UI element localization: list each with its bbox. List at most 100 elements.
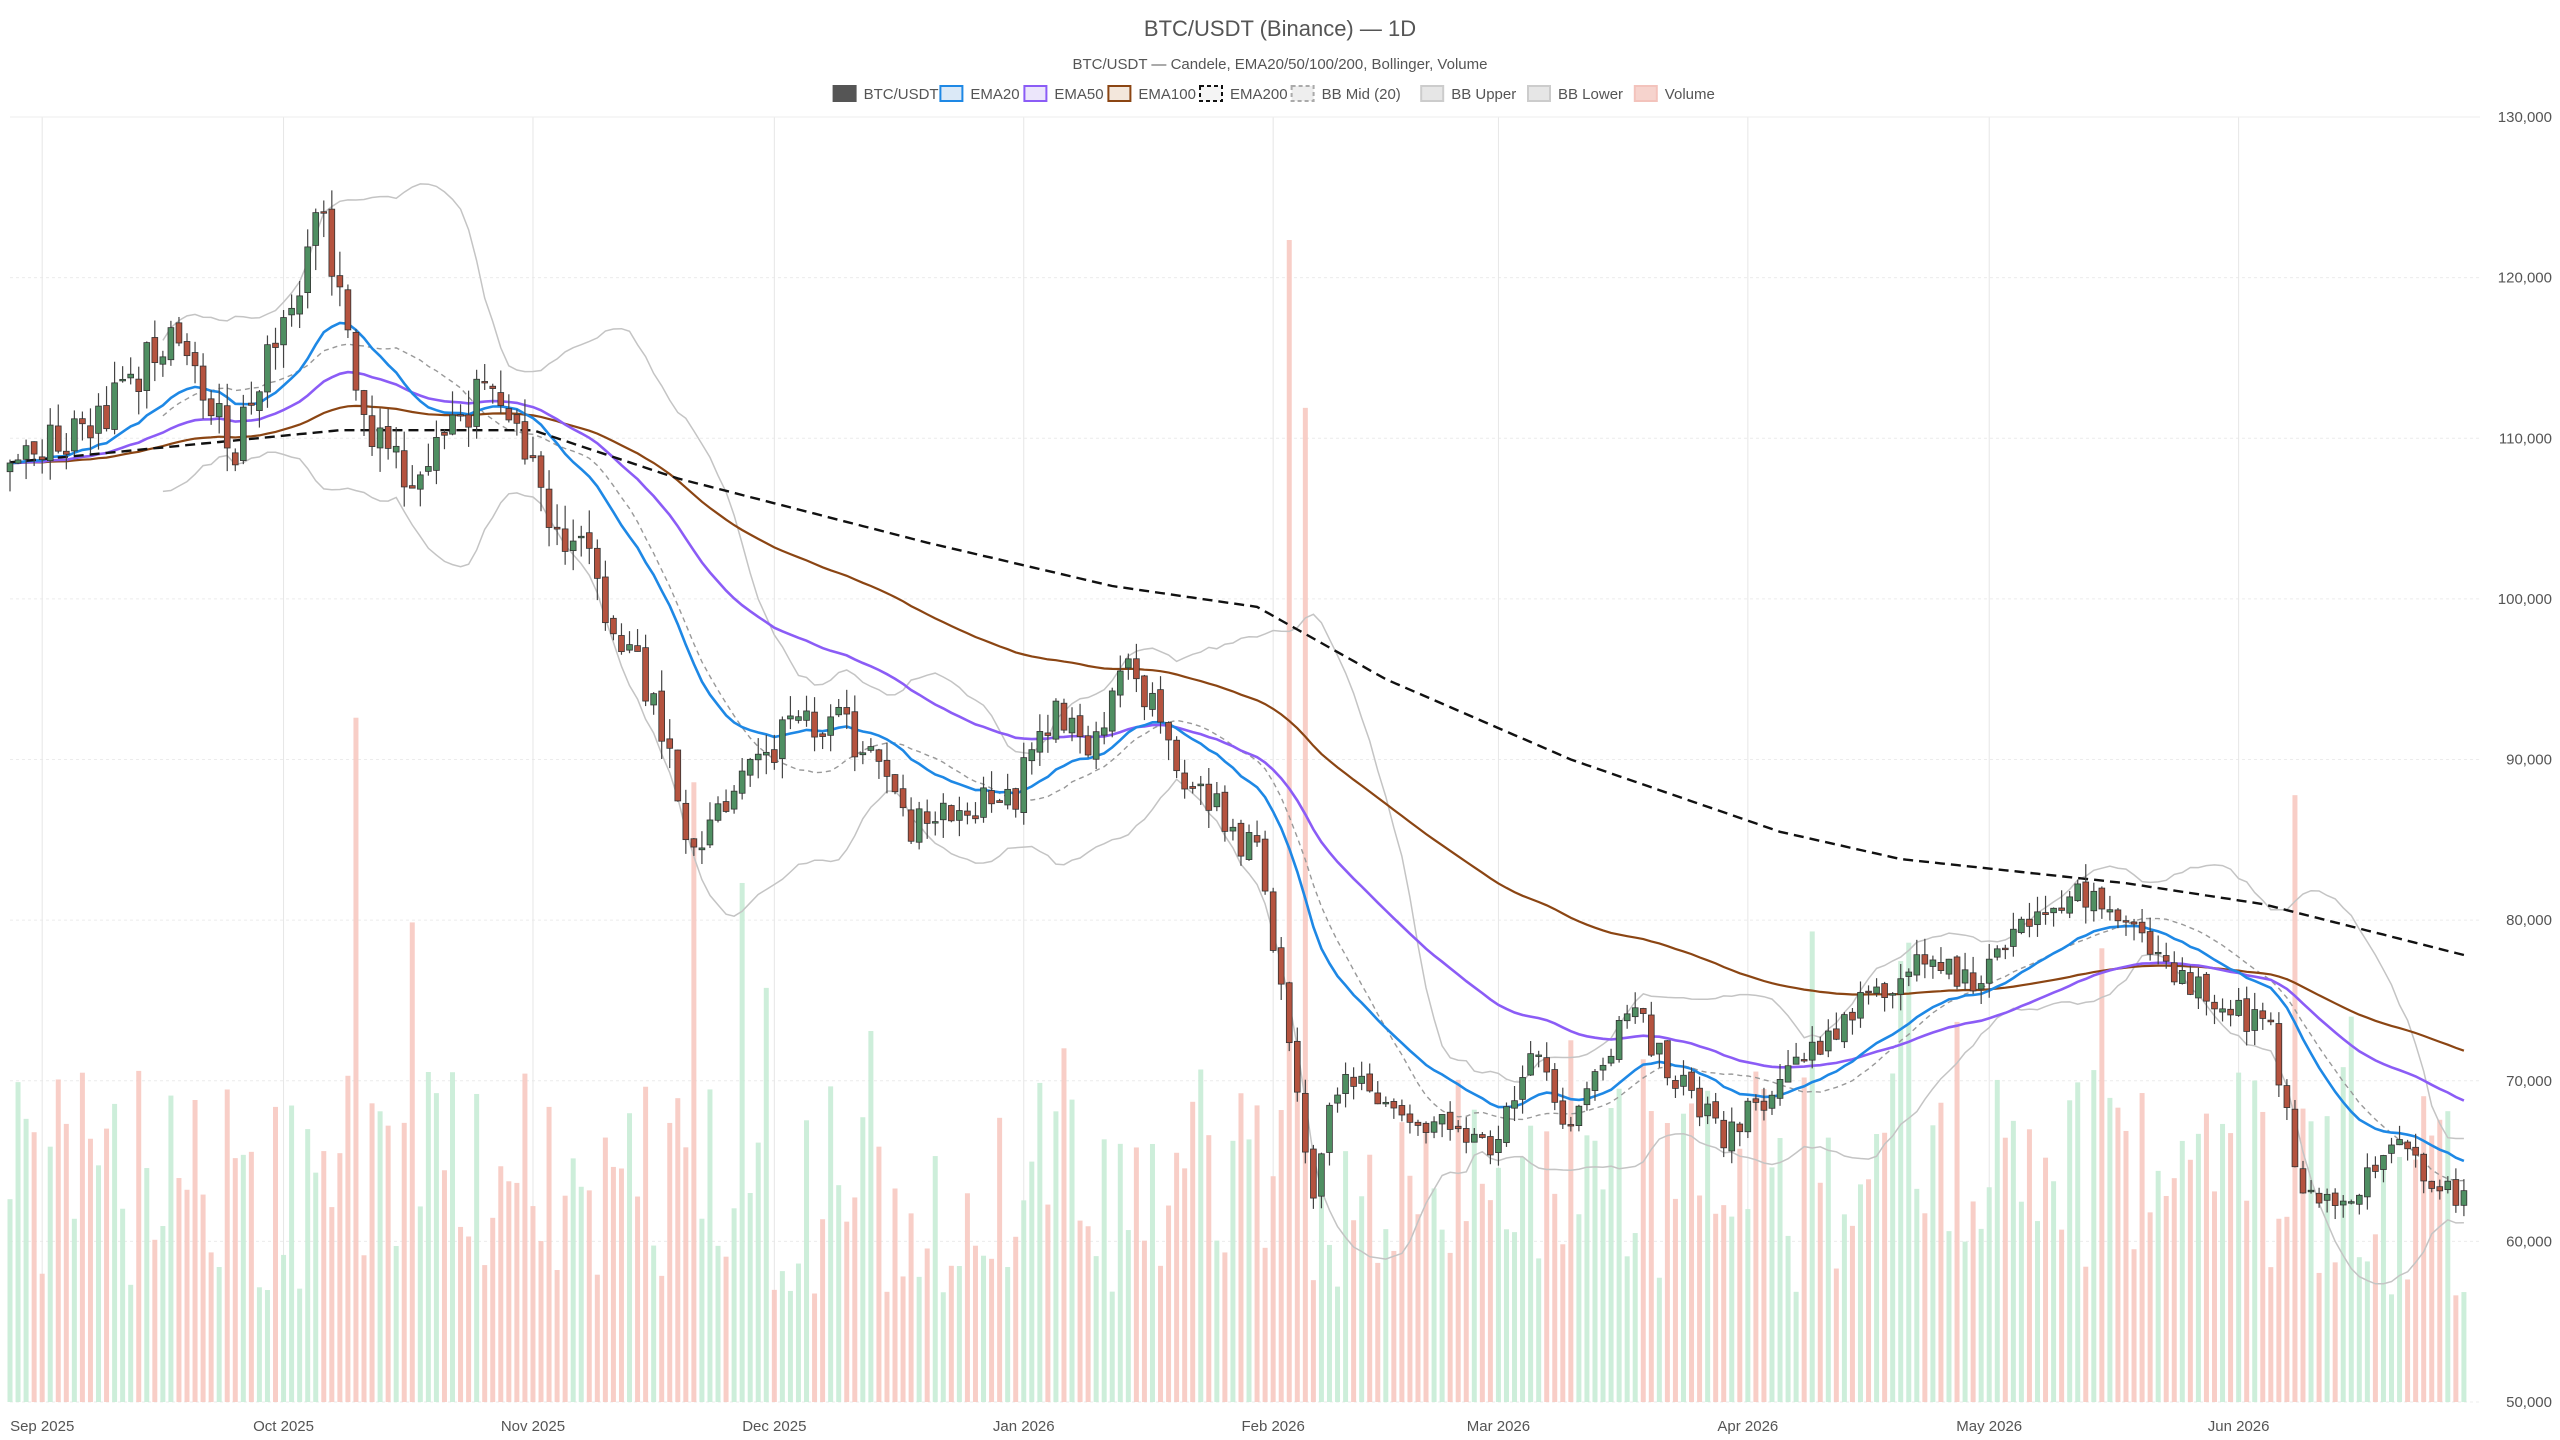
volume-bar — [2405, 1279, 2411, 1402]
candle-body — [1245, 832, 1253, 860]
volume-bar — [1101, 1139, 1107, 1402]
candle-body — [1390, 1101, 1398, 1109]
candle — [2203, 972, 2210, 1016]
candle-body — [1181, 772, 1188, 790]
volume-bar — [1769, 1167, 1775, 1402]
legend-label: BB Upper — [1451, 86, 1516, 103]
candle — [465, 390, 472, 447]
candle-body — [2066, 896, 2073, 914]
candle-body — [980, 787, 987, 818]
candle-body — [2460, 1190, 2468, 1206]
candle — [1599, 1057, 1607, 1081]
volume-bar — [1576, 1214, 1582, 1402]
volume-bar — [1906, 942, 1912, 1402]
candle-body — [1784, 1065, 1792, 1083]
candle-body — [2106, 909, 2114, 913]
candle — [2283, 1079, 2291, 1121]
volume-bar — [900, 1276, 906, 1402]
candle — [1261, 830, 1269, 895]
candle-body — [1462, 1128, 1470, 1143]
volume-bar — [2002, 1137, 2008, 1402]
candle — [2291, 1099, 2299, 1168]
volume-bar — [160, 1226, 166, 1402]
volume-bars — [7, 240, 2467, 1402]
candle-body — [489, 385, 497, 389]
candle-body — [819, 733, 826, 737]
volume-bar — [1214, 1240, 1220, 1402]
candle — [674, 749, 682, 802]
candle-body — [2396, 1139, 2403, 1146]
candle-body — [223, 405, 231, 449]
volume-bar — [1954, 1021, 1960, 1402]
volume-bar — [578, 1186, 584, 1402]
candle — [2275, 1012, 2283, 1098]
candle — [972, 802, 979, 824]
candle — [1583, 1081, 1591, 1111]
candle-body — [843, 707, 851, 715]
candle-body — [891, 774, 899, 793]
volume-bar — [2284, 1216, 2290, 1402]
volume-bar — [924, 1248, 930, 1402]
candle-body — [1229, 826, 1237, 832]
candle — [1213, 781, 1221, 812]
volume-bar — [707, 1089, 713, 1402]
volume-bar — [1608, 1108, 1614, 1402]
candle-body — [288, 307, 295, 316]
candle — [1519, 1065, 1526, 1114]
candle — [706, 802, 714, 849]
candle — [264, 335, 271, 408]
candle-body — [384, 426, 392, 449]
candle — [1551, 1063, 1559, 1111]
chart-subtitle: BTC/USDT — Candele, EMA20/50/100/200, Bo… — [1073, 56, 1488, 73]
candle-body — [545, 488, 553, 528]
volume-bar — [1093, 1256, 1099, 1402]
candle — [1921, 938, 1929, 979]
volume-bar — [385, 1125, 391, 1402]
candle — [1680, 1060, 1687, 1096]
candle-body — [264, 344, 271, 393]
volume-bar — [1351, 1220, 1357, 1402]
volume-bar — [852, 1197, 858, 1402]
volume-bar — [1592, 1140, 1598, 1402]
candle-body — [1165, 722, 1172, 741]
candle-body — [1326, 1104, 1333, 1153]
candle-body — [1696, 1087, 1703, 1118]
candle-body — [827, 716, 834, 736]
candle-body — [127, 373, 134, 379]
candle-body — [1398, 1105, 1406, 1116]
x-tick-label: Oct 2025 — [253, 1418, 314, 1435]
candle-body — [851, 711, 859, 758]
volume-bar — [610, 1166, 616, 1402]
volume-bar — [1286, 240, 1292, 1402]
candle — [38, 439, 46, 474]
volume-bar — [1270, 1176, 1276, 1402]
candle — [2372, 1156, 2379, 1179]
volume-bar — [1262, 1247, 1268, 1402]
volume-bar — [860, 1117, 866, 1402]
candle — [2114, 907, 2122, 929]
y-tick-label: 130,000 — [2498, 109, 2552, 126]
candle — [1189, 781, 1196, 794]
candle-body — [272, 342, 279, 348]
volume-bar — [1600, 1189, 1606, 1402]
volume-bar — [739, 882, 745, 1402]
x-tick-label: Jan 2026 — [993, 1418, 1055, 1435]
candle-body — [2090, 890, 2098, 912]
candle — [1406, 1104, 1414, 1134]
candle-body — [2356, 1194, 2363, 1205]
y-tick-label: 60,000 — [2506, 1233, 2552, 1250]
candle-body — [1213, 793, 1221, 808]
volume-bar — [2091, 1070, 2097, 1402]
candle-body — [521, 421, 529, 460]
candle — [1382, 1096, 1390, 1107]
candle-body — [690, 838, 698, 848]
volume-bar — [1149, 1143, 1155, 1402]
volume-bar — [1721, 1205, 1727, 1402]
volume-bar — [329, 1207, 335, 1402]
candle — [787, 696, 794, 730]
volume-bar — [458, 1226, 464, 1402]
volume-bar — [1914, 1188, 1920, 1402]
candle — [2211, 994, 2218, 1025]
candle — [1865, 985, 1872, 1005]
candle — [698, 831, 706, 865]
